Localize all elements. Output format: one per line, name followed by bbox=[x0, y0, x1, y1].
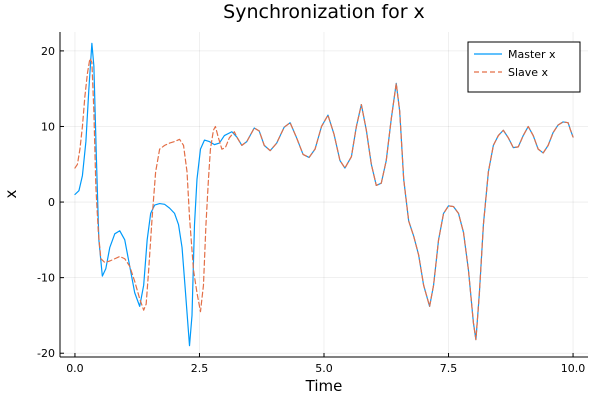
x-axis-title: Time bbox=[305, 377, 343, 395]
y-tick-label: -10 bbox=[37, 272, 55, 285]
legend-label: Master x bbox=[508, 48, 556, 61]
y-tick-label: 0 bbox=[48, 196, 55, 209]
x-tick-label: 5.0 bbox=[315, 362, 333, 375]
x-tick-label: 0.0 bbox=[66, 362, 84, 375]
x-axis-ticks: 0.0 2.5 5.0 7.5 10.0 bbox=[66, 353, 585, 375]
legend-label: Slave x bbox=[508, 66, 549, 79]
x-tick-label: 10.0 bbox=[561, 362, 586, 375]
chart-title: Synchronization for x bbox=[223, 1, 425, 23]
y-tick-label: 20 bbox=[41, 45, 55, 58]
x-tick-label: 7.5 bbox=[440, 362, 458, 375]
y-tick-label: -20 bbox=[37, 347, 55, 360]
legend: Master x Slave x bbox=[468, 42, 580, 92]
y-axis-title: x bbox=[2, 189, 20, 198]
x-tick-label: 2.5 bbox=[191, 362, 209, 375]
y-tick-label: 10 bbox=[41, 120, 55, 133]
